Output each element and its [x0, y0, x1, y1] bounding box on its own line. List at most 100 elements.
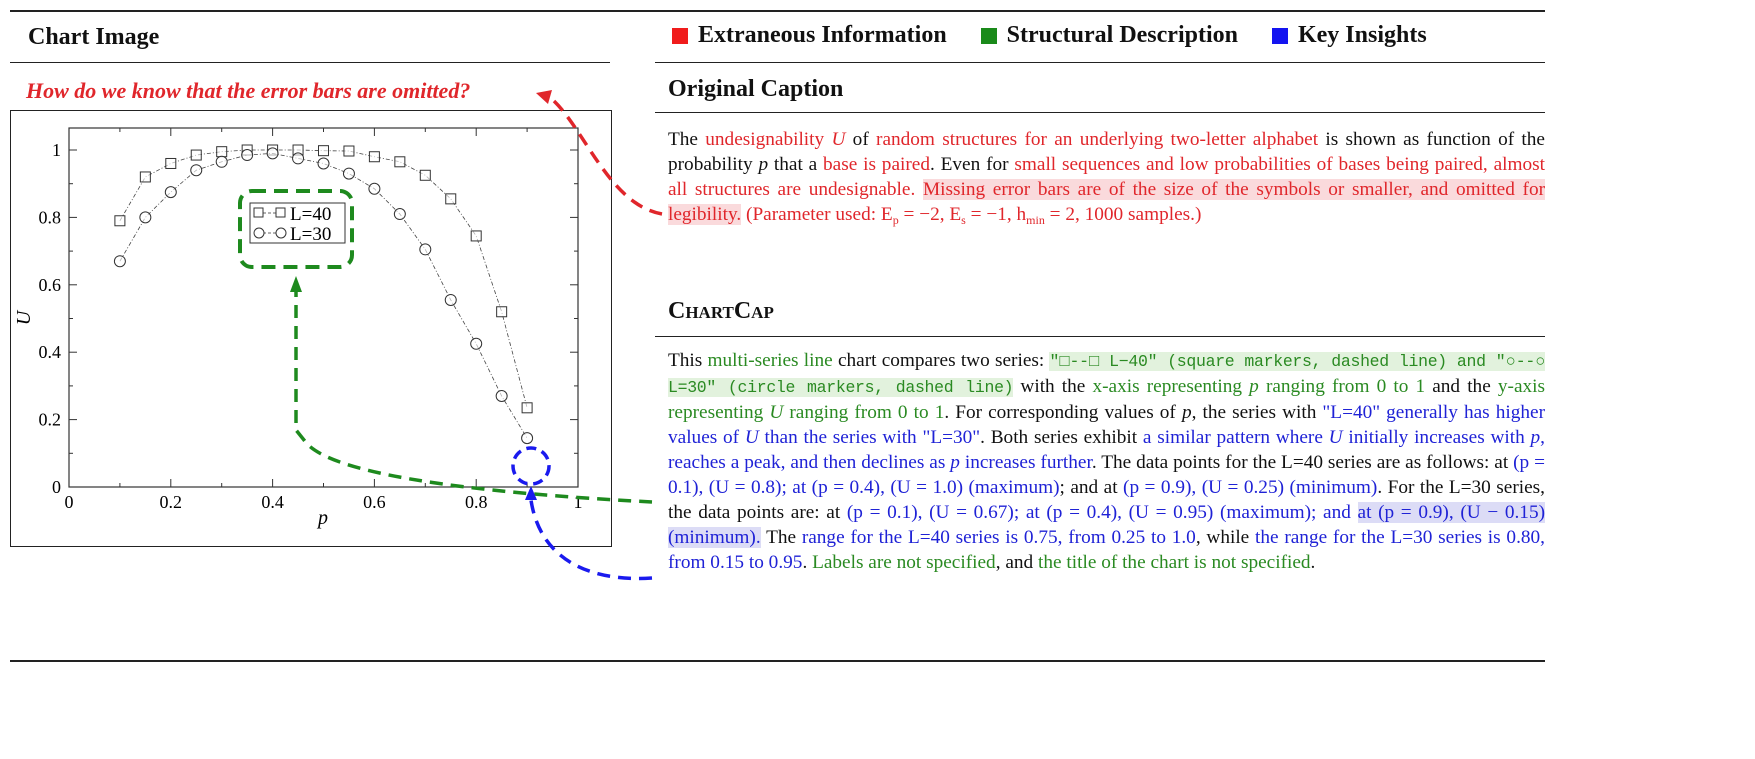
blue-arrowhead-icon: [525, 486, 537, 500]
chartcap-segment: range for the L=40 series is 0.75, from …: [801, 527, 1196, 548]
red-arrow-connector: [551, 98, 663, 216]
original-caption-segment: that a: [768, 154, 824, 175]
square-data-point: [216, 146, 228, 158]
original-caption-segment: The: [668, 129, 706, 150]
chartcap-segment: . Both series exhibit: [980, 427, 1143, 448]
chartcap-segment: (p = 0.1), (U = 0.67); at (p = 0.4), (U …: [846, 502, 1351, 523]
y-axis-label: U: [13, 309, 35, 325]
legend-insights: Key Insights: [1271, 22, 1427, 49]
original-caption-segment: = 2, 1000 samples.): [1044, 204, 1202, 225]
x-tick-label: 0.4: [261, 492, 284, 512]
x-axis-label: p: [316, 507, 328, 529]
square-data-point: [343, 145, 355, 157]
chartcap-segment: and the: [1425, 376, 1498, 397]
legend-series-2: L=30: [290, 224, 331, 245]
green-square-icon: [980, 27, 997, 44]
x-tick-label: 0: [65, 492, 74, 512]
square-data-point: [496, 306, 508, 318]
chartcap-segment: . For corresponding values of: [944, 402, 1182, 423]
blue-dashed-highlight: [511, 446, 551, 486]
series-line-L=30: [119, 152, 528, 439]
chartcap-segment: U: [769, 402, 784, 423]
circle-data-point: [521, 432, 534, 445]
circle-data-point: [495, 390, 508, 403]
square-data-point: [190, 149, 202, 161]
chartcap-segment: y-axis representing: [668, 376, 1546, 423]
original-caption-segment: undesignability: [705, 129, 825, 150]
color-legend: Extraneous Information Structural Descri…: [672, 22, 1427, 49]
circle-data-point: [393, 208, 406, 221]
original-caption-segment: s: [961, 213, 966, 227]
chart-frame: [10, 110, 612, 547]
chartcap-segment: (p = 0.9), (U = 0.25) (minimum): [1123, 477, 1378, 498]
circle-data-point: [368, 182, 381, 195]
chartcap-segment: p: [950, 452, 960, 473]
circle-data-point: [292, 152, 305, 165]
chartcap-segment: multi-series line: [707, 350, 833, 371]
original-caption-rule: [655, 112, 1545, 113]
chartcap-segment: U: [744, 427, 759, 448]
chartcap-segment: The: [760, 527, 802, 548]
legend-label: Key Insights: [1297, 22, 1427, 48]
y-tick-label: 0.8: [39, 207, 62, 227]
chartcap-segment: . For the L=30 series, the data points a…: [668, 477, 1545, 523]
circle-data-point: [342, 167, 355, 180]
chartcap-segment: a similar pattern where: [1142, 427, 1329, 448]
x-tick-label: 1: [574, 492, 583, 512]
circle-data-point: [113, 255, 126, 268]
chartcap-segment: , while: [1195, 527, 1256, 548]
square-data-point: [165, 157, 177, 169]
original-caption-segment: p: [758, 154, 769, 175]
original-caption-segment: = −1, h: [965, 204, 1027, 225]
chartcap-segment: than the series with "L=30": [758, 427, 981, 448]
chartcap-text: This multi-series line chart compares tw…: [668, 348, 1545, 575]
chartcap-segment: . The data points for the L=40 series ar…: [1091, 452, 1514, 473]
chartcap-segment: increases further: [959, 452, 1092, 473]
chartcap-segment: , and: [995, 552, 1039, 573]
chartcap-segment: This: [668, 350, 708, 371]
y-tick-label: 0.2: [39, 410, 62, 430]
circle-marker-icon: [275, 227, 287, 239]
y-tick-label: 0: [52, 477, 61, 497]
chart-image-rule: [10, 62, 610, 63]
red-square-icon: [672, 27, 688, 44]
circle-data-point: [215, 155, 228, 168]
circle-data-point: [164, 186, 177, 199]
chartcap-segment: with the: [1013, 376, 1093, 397]
x-tick-label: 0.2: [160, 492, 183, 512]
chartcap-segment: p: [1530, 427, 1541, 448]
chartcap-segment: p: [1249, 376, 1259, 397]
original-caption-segment: U: [831, 129, 846, 150]
legend-label: Structural Description: [1006, 22, 1238, 48]
chartcap-segment: "L=40" generally has higher values of: [668, 402, 1546, 448]
chartcap-segment: chart compares two series:: [832, 350, 1050, 371]
square-data-point: [368, 151, 380, 163]
chart-image-heading: Chart Image: [28, 24, 160, 50]
legend-label: Extraneous Information: [698, 22, 947, 48]
circle-data-point: [444, 293, 457, 306]
chartcap-heading: ChartCap: [668, 298, 774, 324]
original-caption-segment: p: [892, 213, 899, 227]
original-caption-segment: . Even for: [929, 154, 1015, 175]
chartcap-segment: U: [1328, 427, 1343, 448]
chartcap-segment: ; and at: [1059, 477, 1124, 498]
question-text: How do we know that the error bars are o…: [26, 78, 471, 103]
square-data-point: [521, 402, 533, 414]
green-dashed-highlight: [238, 189, 354, 269]
square-marker-icon: [253, 207, 264, 218]
chartcap-segment: initially increases with: [1342, 427, 1531, 448]
legend-structural: Structural Description: [980, 22, 1238, 49]
circle-data-point: [241, 149, 254, 162]
original-caption-segment: base is paired: [823, 154, 930, 175]
legend-extraneous: Extraneous Information: [672, 22, 947, 49]
series-line-L=40: [119, 149, 528, 408]
blue-arrow-connector: [529, 499, 653, 581]
circle-data-point: [317, 157, 330, 170]
x-tick-label: 0.8: [465, 492, 488, 512]
original-caption-segment: of: [845, 129, 877, 150]
y-tick-label: 0.4: [39, 342, 62, 362]
square-data-point: [419, 169, 431, 181]
green-arrow-connector: [294, 292, 653, 504]
circle-data-point: [419, 243, 432, 256]
